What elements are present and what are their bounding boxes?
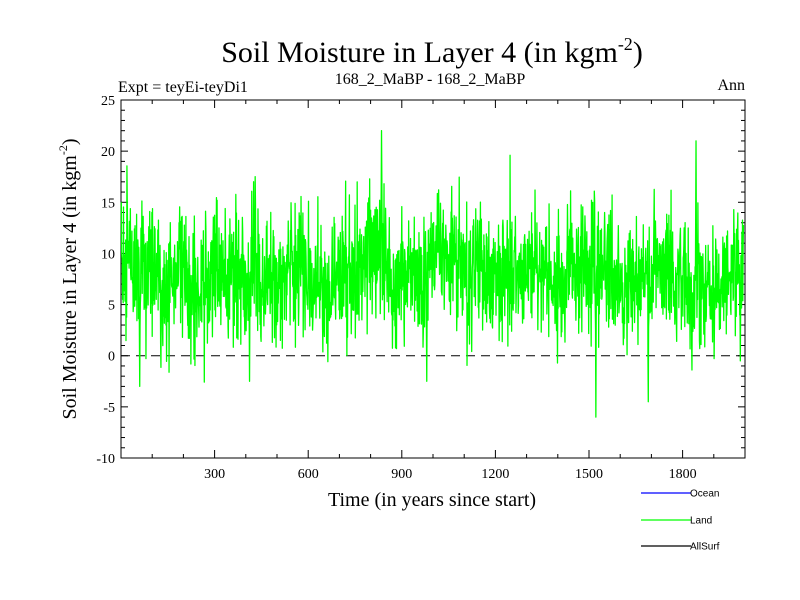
y-tick-label: 5 [108, 299, 115, 314]
x-tick-label: 900 [391, 467, 412, 482]
y-axis-label: Soil Moisture in Layer 4 (in kgm-2) [56, 138, 81, 419]
y-tick-label: -5 [103, 401, 115, 416]
chart-title-close: ) [633, 36, 643, 69]
legend-label-land: Land [690, 516, 712, 527]
series-group [120, 130, 745, 418]
y-axis: -10 -5 0 5 10 15 20 25 [96, 94, 745, 467]
x-tick-label: 1800 [669, 467, 697, 482]
y-axis-label-superscript: -2 [56, 145, 70, 155]
y-tick-label: 0 [108, 350, 115, 365]
series-line-land [120, 130, 745, 418]
subtitle-right: Ann [717, 77, 745, 94]
legend: Ocean Land AllSurf [641, 489, 720, 553]
x-axis-label: Time (in years since start) [328, 489, 536, 511]
subtitle-center: 168_2_MaBP - 168_2_MaBP [335, 71, 526, 88]
x-tick-label: 300 [204, 467, 225, 482]
legend-label-ocean: Ocean [690, 489, 719, 500]
y-axis-label-close: ) [59, 138, 81, 145]
y-tick-label: 25 [101, 94, 115, 109]
y-tick-label: 10 [101, 247, 115, 262]
y-tick-label: 20 [101, 145, 115, 160]
chart-title-superscript: -2 [618, 34, 633, 54]
chart-title-main: Soil Moisture in Layer 4 (in kgm [221, 36, 618, 69]
subtitle-left: Expt = teyEi-teyDi1 [118, 79, 248, 96]
legend-label-allsurf: AllSurf [690, 542, 720, 553]
y-axis-label-main: Soil Moisture in Layer 4 (in kgm [59, 155, 81, 420]
x-tick-label: 600 [298, 467, 319, 482]
chart-title: Soil Moisture in Layer 4 (in kgm-2) [221, 34, 643, 69]
y-tick-label: -10 [96, 452, 115, 467]
y-tick-label: 15 [101, 196, 115, 211]
x-axis: 300 600 900 1200 1500 1800 [151, 100, 715, 482]
x-tick-label: 1500 [575, 467, 603, 482]
x-tick-label: 1200 [481, 467, 509, 482]
